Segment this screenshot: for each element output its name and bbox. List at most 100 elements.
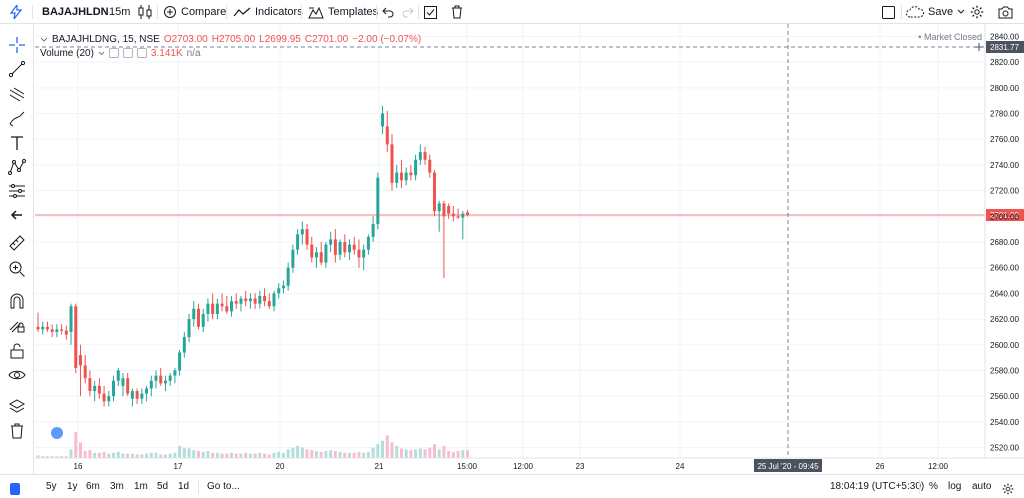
candle-body bbox=[206, 303, 210, 314]
axis-settings-gear-icon[interactable] bbox=[1002, 481, 1014, 495]
y-tick-label: 2560.00 bbox=[990, 392, 1019, 401]
y-tick-label: 2700.00 bbox=[990, 212, 1019, 221]
settings-icon[interactable] bbox=[122, 48, 133, 58]
crosshair-time-badge bbox=[754, 459, 822, 472]
volume-bar bbox=[461, 450, 465, 458]
volume-bar bbox=[338, 451, 342, 458]
chart-style-candles-icon[interactable] bbox=[138, 0, 152, 24]
arrow-left-icon[interactable] bbox=[8, 206, 26, 224]
range-1d[interactable]: 1d bbox=[178, 481, 190, 492]
save-button[interactable]: Save bbox=[906, 0, 965, 24]
ruler-icon[interactable] bbox=[8, 234, 26, 252]
camera-icon[interactable] bbox=[998, 0, 1013, 24]
collapse-chevron-icon[interactable] bbox=[40, 35, 48, 43]
trash-icon[interactable] bbox=[451, 0, 463, 24]
y-tick-label: 2780.00 bbox=[990, 110, 1019, 119]
range-6m[interactable]: 6m bbox=[86, 481, 100, 492]
top-toolbar: BAJAJHLDN 15m Compare Indicators Templat… bbox=[0, 0, 1024, 24]
pattern-icon[interactable] bbox=[8, 158, 26, 176]
range-1m[interactable]: 1m bbox=[134, 481, 148, 492]
date-range-icon[interactable] bbox=[10, 481, 22, 495]
layers-icon[interactable] bbox=[8, 398, 26, 416]
candle-body bbox=[248, 298, 252, 302]
goto-button[interactable]: Go to... bbox=[207, 481, 240, 492]
checkbox-icon[interactable] bbox=[424, 0, 437, 24]
auto-toggle[interactable]: auto bbox=[972, 481, 992, 492]
range-1y[interactable]: 1y bbox=[67, 481, 78, 492]
range-3m[interactable]: 3m bbox=[110, 481, 124, 492]
trend-line-icon[interactable] bbox=[8, 60, 26, 78]
x-tick-label: 12:00 bbox=[513, 462, 534, 471]
candle-body bbox=[357, 249, 361, 258]
lock-drawing-icon[interactable] bbox=[8, 316, 26, 334]
volume-bar bbox=[149, 452, 153, 458]
indicators-button[interactable]: Indicators bbox=[233, 0, 303, 24]
volume-bar bbox=[286, 449, 290, 458]
volume-bar bbox=[291, 447, 295, 458]
crosshair-icon[interactable] bbox=[8, 36, 26, 54]
candle-body bbox=[314, 252, 318, 258]
volume-bar bbox=[442, 445, 446, 458]
volume-bar bbox=[333, 451, 337, 458]
compare-button[interactable]: Compare bbox=[163, 0, 226, 24]
candle-body bbox=[442, 203, 446, 217]
candle-body bbox=[466, 212, 470, 216]
percent-toggle[interactable]: % bbox=[929, 481, 938, 492]
candle-body bbox=[36, 326, 40, 330]
candle-body bbox=[437, 203, 441, 212]
volume-bar bbox=[163, 454, 167, 458]
candle-body bbox=[432, 172, 436, 212]
chart-legend: BAJAJHLDNG, 15, NSE O2703.00 H2705.00 L2… bbox=[40, 32, 421, 60]
magnet-icon[interactable] bbox=[8, 292, 26, 310]
candle-body bbox=[399, 172, 403, 181]
range-5y[interactable]: 5y bbox=[46, 481, 57, 492]
lightning-icon[interactable] bbox=[10, 0, 22, 24]
interval-button[interactable]: 15m bbox=[109, 6, 131, 18]
undo-icon[interactable] bbox=[382, 0, 394, 24]
unlock-icon[interactable] bbox=[8, 342, 26, 360]
pitchfork-icon[interactable] bbox=[8, 86, 26, 104]
candle-body bbox=[215, 303, 219, 314]
candle-body bbox=[220, 303, 224, 307]
eye-icon[interactable] bbox=[8, 366, 26, 384]
fullscreen-icon[interactable] bbox=[882, 0, 895, 24]
price-chart[interactable]: 2701.00 2831.77 25 Jul '20 - 09:45 2520.00… bbox=[35, 24, 1024, 474]
brush-icon[interactable] bbox=[8, 110, 26, 128]
chart-pane[interactable]: 2701.00 2831.77 25 Jul '20 - 09:45 2520.00… bbox=[35, 24, 1024, 474]
candle-body bbox=[196, 308, 200, 327]
candle-body bbox=[83, 365, 87, 379]
x-tick-label: 16 bbox=[74, 462, 83, 471]
log-toggle[interactable]: log bbox=[948, 481, 962, 492]
hide-icon[interactable] bbox=[108, 48, 119, 58]
range-5d[interactable]: 5d bbox=[157, 481, 169, 492]
candle-body bbox=[234, 301, 238, 304]
candle-body bbox=[201, 313, 205, 327]
zoom-in-icon[interactable] bbox=[8, 260, 26, 278]
volume-bar bbox=[432, 444, 436, 458]
redo-icon[interactable] bbox=[402, 0, 414, 24]
chevron-down-icon[interactable] bbox=[98, 47, 105, 60]
volume-bar bbox=[135, 454, 139, 458]
volume-bar bbox=[64, 456, 68, 458]
volume-bar bbox=[399, 448, 403, 458]
x-tick-label: 15:00 bbox=[457, 462, 478, 471]
x-tick-label: 12:00 bbox=[928, 462, 949, 471]
candle-body bbox=[149, 380, 153, 389]
text-tool-icon[interactable] bbox=[8, 134, 26, 152]
prediction-icon[interactable] bbox=[8, 182, 26, 200]
high-value: 2705.00 bbox=[218, 33, 256, 45]
gear-icon[interactable] bbox=[970, 0, 984, 24]
volume-bar bbox=[296, 445, 300, 458]
symbol-search-button[interactable]: BAJAJHLDN bbox=[42, 6, 109, 18]
y-tick-label: 2520.00 bbox=[990, 444, 1019, 453]
object-tree-trash-icon[interactable] bbox=[8, 422, 26, 440]
candle-body bbox=[329, 239, 333, 245]
candle-body bbox=[60, 329, 64, 331]
templates-button[interactable]: Templates bbox=[308, 0, 378, 24]
remove-icon[interactable] bbox=[136, 48, 147, 58]
candle-body bbox=[366, 236, 370, 250]
candle-body bbox=[102, 393, 106, 402]
change-value: −2.00 (−0.07%) bbox=[352, 33, 422, 45]
clock-display[interactable]: 18:04:19 (UTC+5:30) bbox=[830, 481, 925, 492]
